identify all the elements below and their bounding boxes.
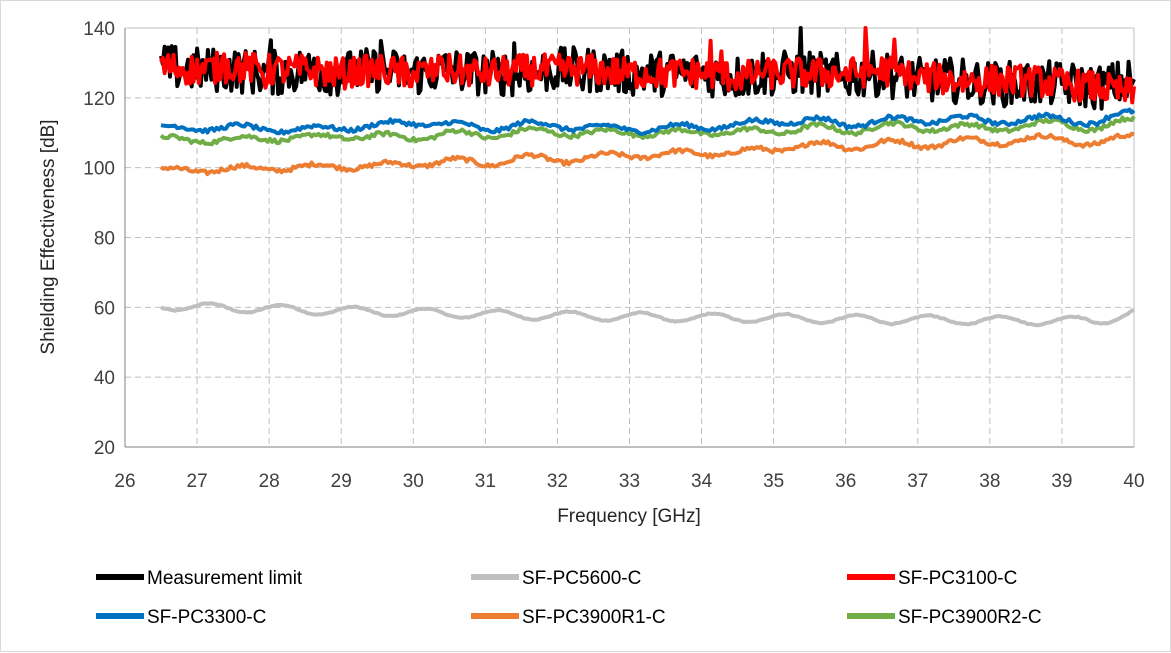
x-tick-label: 30: [403, 471, 424, 492]
x-tick-label: 27: [187, 471, 208, 492]
x-tick-label: 37: [907, 471, 928, 492]
x-tick-label: 26: [114, 471, 135, 492]
y-tick-label: 20: [94, 438, 115, 459]
y-tick-label: 40: [94, 368, 115, 389]
legend-item: Measurement limit: [96, 568, 303, 589]
legend-label: SF-PC3100-C: [898, 568, 1017, 589]
legend-item: SF-PC3900R2-C: [847, 607, 1042, 628]
y-tick-label: 80: [94, 229, 115, 250]
series-layer: [161, 28, 1134, 325]
x-tick-label: 36: [835, 471, 856, 492]
y-axis-ticks: 20 40 60 80 100 120 140: [83, 19, 115, 459]
y-tick-label: 60: [94, 298, 115, 319]
x-tick-label: 39: [1051, 471, 1072, 492]
x-tick-label: 34: [691, 471, 713, 492]
legend: Measurement limit SF-PC5600-C SF-PC3100-C S…: [96, 568, 1042, 628]
x-tick-label: 38: [979, 471, 1000, 492]
legend-label: SF-PC3300-C: [147, 607, 266, 628]
x-tick-label: 40: [1123, 471, 1144, 492]
y-axis-title: Shielding Effectiveness [dB]: [38, 119, 59, 354]
x-tick-label: 31: [475, 471, 496, 492]
legend-label: SF-PC3900R1-C: [522, 607, 666, 628]
y-tick-label: 100: [83, 159, 115, 180]
x-tick-label: 35: [763, 471, 784, 492]
legend-label: Measurement limit: [147, 568, 303, 589]
legend-item: SF-PC3100-C: [847, 568, 1017, 589]
legend-label: SF-PC3900R2-C: [898, 607, 1042, 628]
legend-item: SF-PC5600-C: [471, 568, 641, 589]
y-tick-label: 120: [83, 89, 115, 110]
x-axis-title: Frequency [GHz]: [557, 506, 701, 527]
x-tick-label: 33: [619, 471, 640, 492]
x-tick-label: 28: [259, 471, 280, 492]
series-line-sf-pc5600-c: [161, 303, 1134, 325]
x-tick-label: 32: [547, 471, 568, 492]
legend-label: SF-PC5600-C: [522, 568, 641, 589]
y-tick-label: 140: [83, 19, 115, 40]
x-axis-ticks: 26 27 28 29 30 31 32 33 34 35 36 37 38 39 40: [114, 471, 1144, 492]
legend-item: SF-PC3300-C: [96, 607, 266, 628]
legend-item: SF-PC3900R1-C: [471, 607, 666, 628]
x-tick-label: 29: [331, 471, 352, 492]
